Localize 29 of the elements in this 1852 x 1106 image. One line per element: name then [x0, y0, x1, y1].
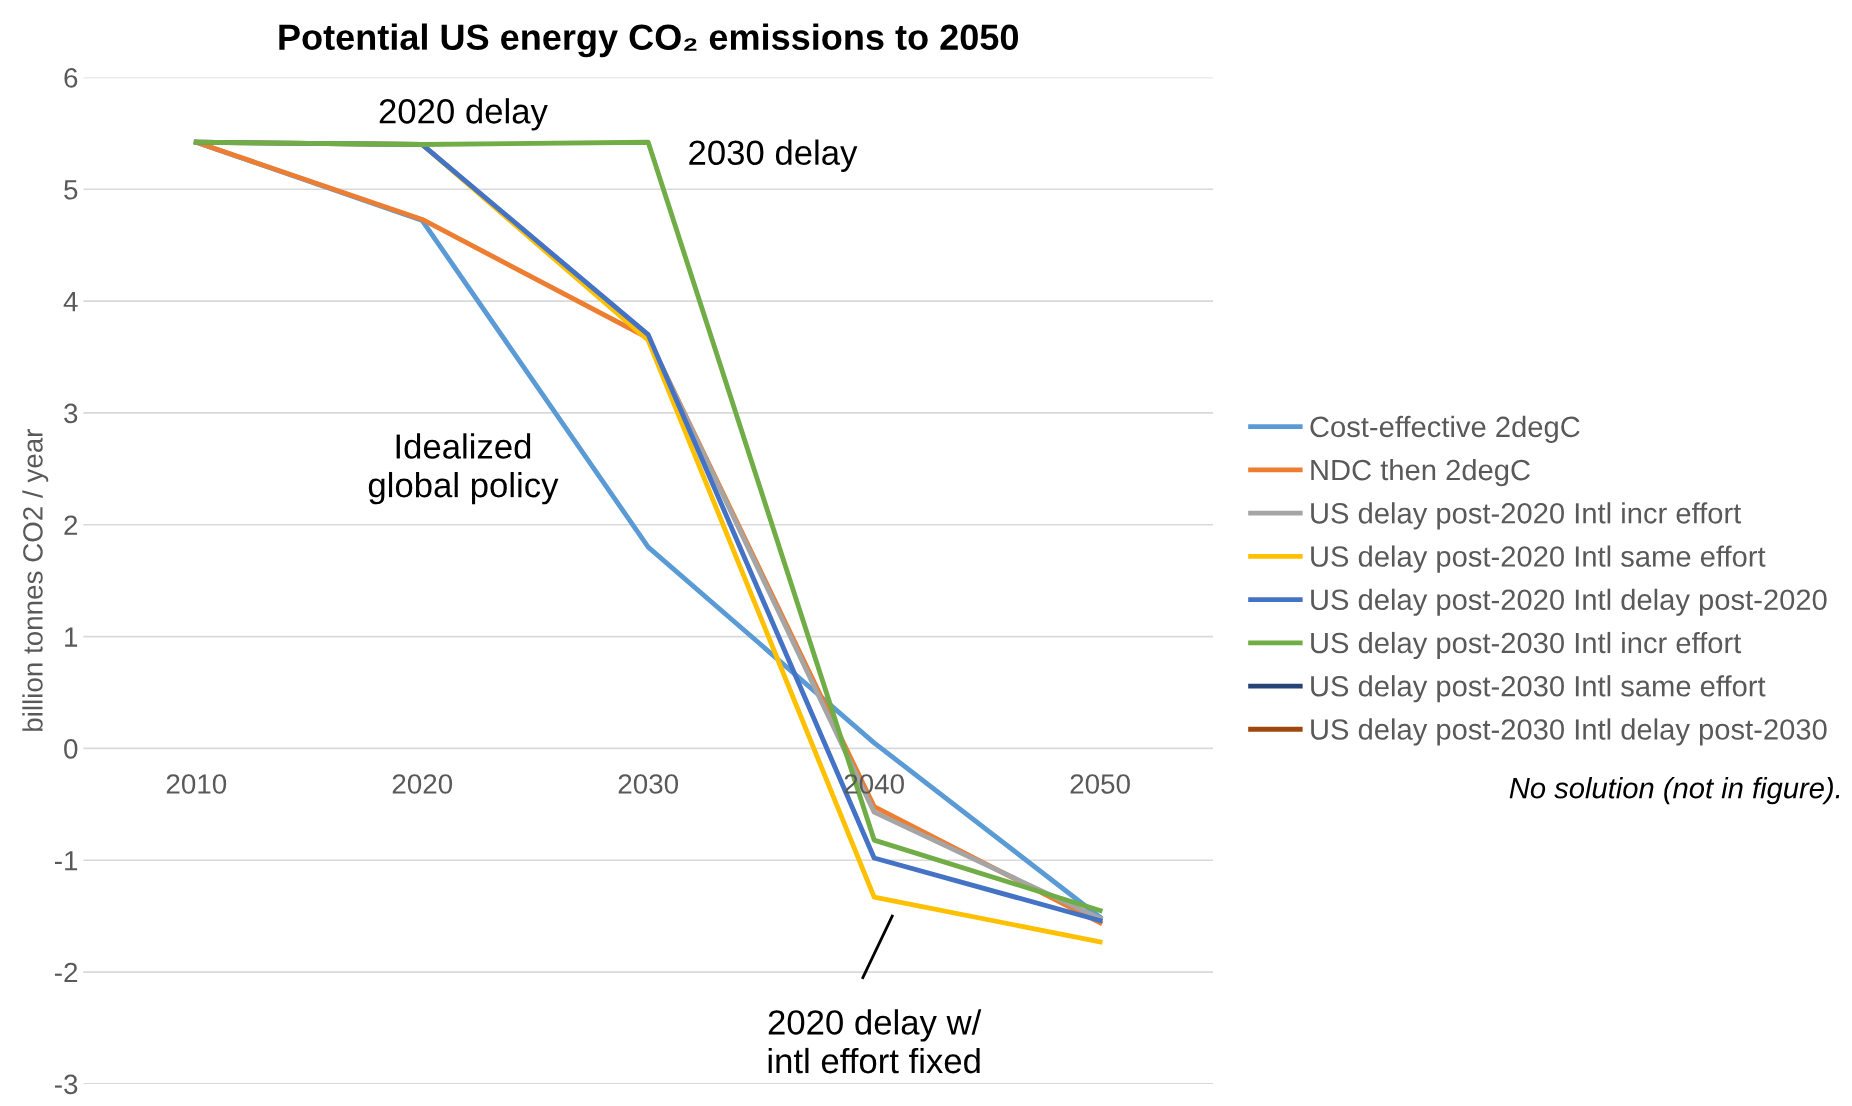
- y-tick-label: 1: [65, 627, 78, 647]
- legend-label: NDC then 2degC: [1311, 458, 1530, 487]
- x-tick-label: 2020: [392, 774, 453, 794]
- chart-title: Potential US energy CO₂ emissions to 2050: [279, 23, 1018, 58]
- legend-label: US delay post-2030 Intl incr effort: [1311, 631, 1742, 660]
- legend-label: US delay post-2020 Intl incr effort: [1311, 502, 1742, 530]
- y-tick-label: -1: [55, 851, 78, 871]
- text: No solution (not in figure).: [1509, 777, 1840, 805]
- y-tick-label: -3: [55, 1074, 78, 1095]
- y-tick-label: 0: [64, 739, 78, 759]
- annotation: 2030 delay: [689, 139, 858, 172]
- legend-label: US delay post-2030 Intl same effort: [1311, 675, 1766, 703]
- annotation: 2020 delay: [379, 98, 548, 131]
- y-tick-label: 5: [64, 180, 78, 200]
- legend-label: US delay post-2020 Intl delay post-2020: [1311, 588, 1827, 616]
- y-tick-label: 3: [64, 403, 78, 424]
- annotation: 2020 delay w/ intl effort fixed: [768, 1009, 982, 1074]
- x-tick-label: 2030: [618, 774, 679, 794]
- legend-label: US delay post-2030 Intl delay post-2030: [1311, 718, 1827, 746]
- y-tick-label: 4: [63, 292, 78, 312]
- legend-label: US delay post-2020 Intl same effort: [1311, 545, 1766, 573]
- y-tick-label: 2: [64, 515, 78, 535]
- y-tick-label: -2: [55, 962, 78, 983]
- y-axis-title: billion tonnes CO2 / year: [22, 429, 49, 731]
- y-tick-label: 6: [64, 68, 78, 88]
- x-tick-label: 2010: [166, 774, 227, 794]
- annotation: Idealized global policy: [368, 433, 559, 505]
- legend-label: Cost-effective 2degC: [1310, 415, 1580, 443]
- x-tick-label: 2050: [1070, 774, 1130, 794]
